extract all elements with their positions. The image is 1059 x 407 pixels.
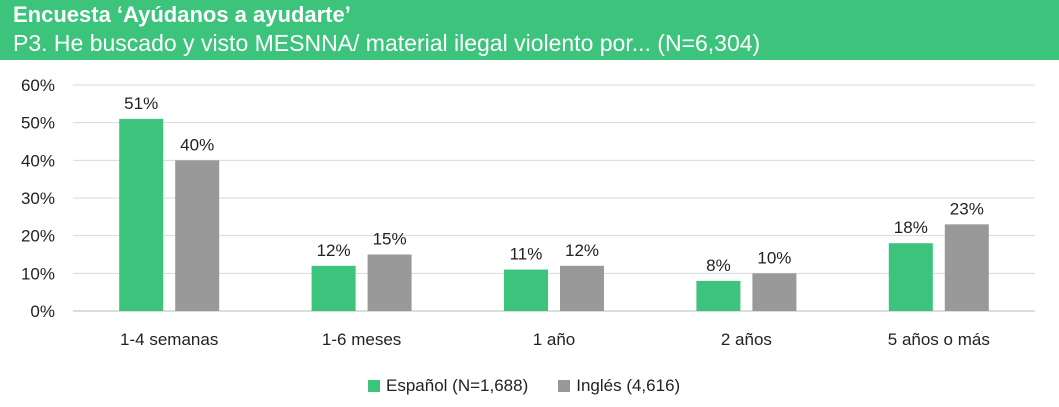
data-label: 40% [180,135,214,154]
y-tick-label: 40% [21,151,55,170]
legend-item-ingles: Inglés (4,616) [558,376,680,396]
legend-swatch [368,380,380,392]
bar-ingles [752,273,797,311]
legend: Español (N=1,688) Inglés (4,616) [368,376,680,396]
data-label: 15% [373,230,407,249]
y-tick-label: 30% [21,189,55,208]
y-tick-label: 20% [21,227,55,246]
data-label: 11% [510,245,543,264]
chart-title: Encuesta ‘Ayúdanos a ayudarte’ [13,2,351,27]
bar-espanol [696,280,741,311]
y-tick-label: 60% [21,76,55,95]
data-label: 8% [706,256,731,275]
y-tick-label: 10% [21,264,55,283]
bar-espanol [888,243,933,311]
x-tick-label: 1-6 meses [322,330,401,349]
x-tick-label: 2 años [721,330,772,349]
x-tick-label: 1 año [533,330,576,349]
data-label: 12% [565,241,599,260]
data-label: 10% [757,248,791,267]
bar-espanol [311,265,356,311]
data-label: 51% [124,94,158,113]
data-label: 23% [950,199,984,218]
legend-swatch [558,380,571,392]
data-label: 12% [317,241,351,260]
bar-ingles [175,160,220,311]
bar-espanol [119,118,164,312]
bar-espanol [504,269,548,311]
legend-label: Inglés (4,616) [576,376,681,395]
header-banner: Encuesta ‘Ayúdanos a ayudarte’ P3. He bu… [0,0,1059,60]
x-tick-label: 1-4 semanas [120,330,218,349]
y-tick-label: 0% [30,302,55,321]
data-label: 18% [894,218,928,237]
y-tick-label: 50% [21,114,55,133]
legend-label: Español (N=1,688) [386,376,529,395]
bar-ingles [560,265,604,311]
chart-subtitle: P3. He buscado y visto MESNNA/ material … [13,30,761,56]
x-tick-label: 5 años o más [888,330,990,349]
bar-ingles [367,254,412,311]
legend-item-espanol: Español (N=1,688) [368,376,528,396]
bar-ingles [944,224,989,311]
